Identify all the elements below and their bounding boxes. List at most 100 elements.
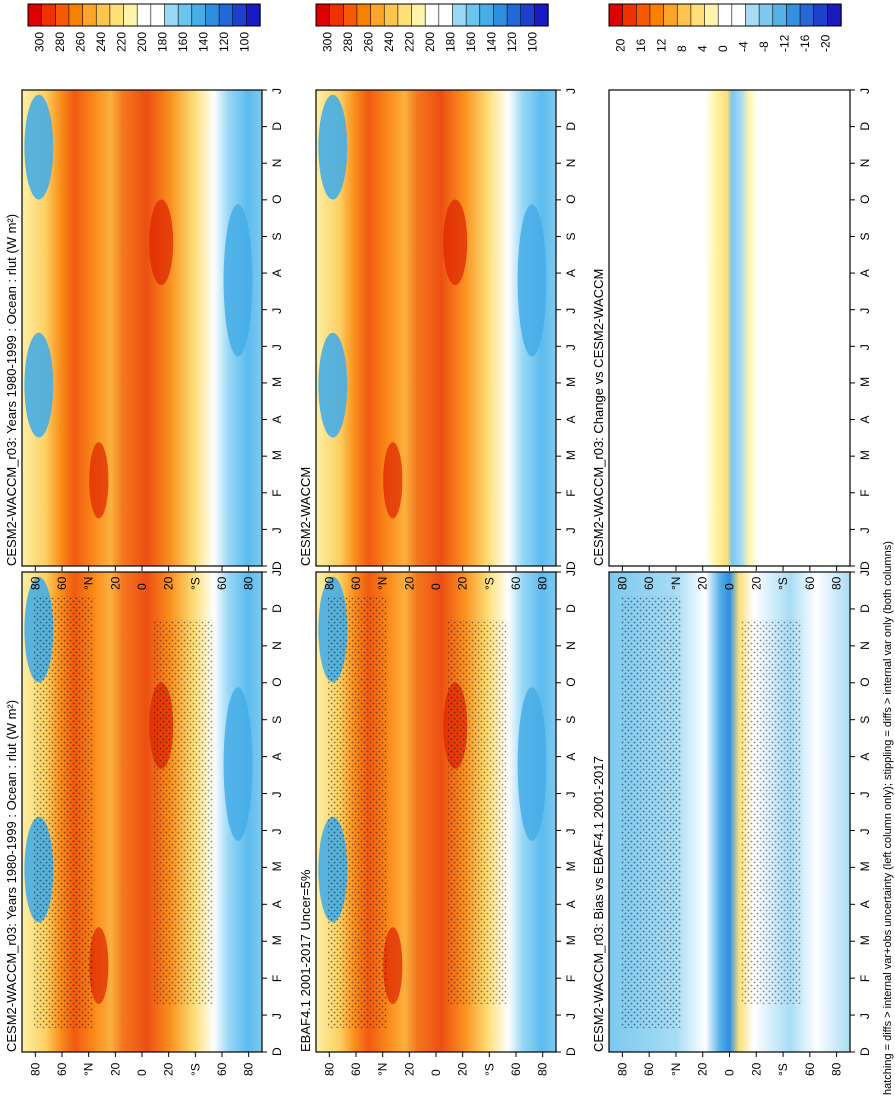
colorbar-tick-label: 200 — [423, 32, 437, 52]
colorbar-swatch — [534, 3, 549, 27]
month-tick-label: J — [564, 828, 578, 834]
month-tick-label: F — [564, 975, 578, 982]
lat-tick-label: 80 — [615, 1062, 629, 1076]
lat-tick-label: 60 — [55, 576, 69, 590]
lat-tick-label: 80 — [615, 576, 629, 590]
lat-tick-label: °N — [669, 577, 683, 590]
month-tick-label: J — [858, 570, 872, 576]
colorbar-tick-label: 240 — [94, 32, 108, 52]
lat-tick-label: 80 — [830, 576, 844, 590]
month-tick-label: D — [564, 561, 578, 570]
colorbar-swatch — [663, 3, 678, 27]
month-tick-label: F — [858, 975, 872, 982]
month-tick-label: M — [858, 450, 872, 460]
colorbar-tick-label: 300 — [33, 32, 47, 52]
month-tick-label: J — [270, 344, 284, 350]
month-tick-label: J — [564, 308, 578, 314]
month-tick-label: J — [564, 1013, 578, 1019]
month-tick-label: A — [858, 269, 872, 277]
month-tick-label: S — [564, 716, 578, 724]
colorbar-tick-label: 280 — [341, 32, 355, 52]
lat-tick-label: °N — [669, 1063, 683, 1076]
colorbar-frame — [315, 3, 549, 27]
month-tick-label: O — [564, 677, 578, 686]
month-tick-label: D — [858, 1047, 872, 1056]
panel-left-3: 201612840-4-8-12-16-20DJFMAMJJASONDJ8060… — [591, 485, 872, 1076]
heatmap-field — [315, 89, 557, 567]
lat-tick-label: °N — [82, 577, 96, 590]
panel-title: CESM2-WACCM_r03: Years 1980-1999 : Ocean… — [4, 214, 19, 566]
colorbar-tick-label: 0 — [716, 45, 730, 52]
lat-tick-label: 20 — [108, 1062, 122, 1076]
colorbar-swatch — [731, 3, 747, 27]
month-tick-label: J — [858, 1013, 872, 1019]
lat-tick-label: °S — [776, 1063, 790, 1076]
month-tick-label: N — [858, 641, 872, 650]
month-tick-label: M — [270, 450, 284, 460]
month-tick-label: A — [270, 900, 284, 908]
colorbar-swatch — [424, 3, 440, 27]
month-tick-label: O — [564, 195, 578, 204]
lat-tick-label: °N — [376, 577, 390, 590]
month-tick-label: N — [564, 641, 578, 650]
lat-tick-label: °N — [376, 1063, 390, 1076]
month-tick-label: O — [858, 677, 872, 686]
colorbar-tick-label: 8 — [675, 45, 689, 52]
month-tick-label: M — [564, 377, 578, 387]
colorbar-tick-label: 280 — [53, 32, 67, 52]
lat-tick-label: 0 — [723, 1069, 737, 1076]
colorbar-swatch — [493, 3, 508, 27]
heatmap-field — [608, 89, 851, 567]
lat-tick-label: 60 — [642, 576, 656, 590]
lat-tick-label: 60 — [803, 1062, 817, 1076]
month-tick-label: M — [564, 450, 578, 460]
month-tick-label: J — [564, 792, 578, 798]
contour-blob — [223, 687, 253, 841]
colorbar-swatch — [745, 3, 760, 27]
colorbar-swatch — [27, 3, 43, 27]
lat-tick-label: 60 — [509, 1062, 523, 1076]
colorbar-tick-label: 16 — [634, 38, 648, 52]
colorbar-tick-label: 100 — [237, 32, 251, 52]
lat-tick-label: 20 — [456, 576, 470, 590]
month-tick-label: S — [858, 716, 872, 724]
panel-title: EBAF4.1 2001-2017 Uncer=5% — [298, 869, 313, 1052]
stipple-region — [621, 596, 682, 1028]
lat-tick-label: 80 — [322, 1062, 336, 1076]
colorbar-swatch — [465, 3, 481, 27]
colorbar-tick-label: 180 — [155, 32, 169, 52]
lat-tick-label: 60 — [349, 576, 363, 590]
heatmap-field — [21, 571, 263, 1053]
colorbar-swatch — [649, 3, 665, 27]
month-tick-label: F — [270, 975, 284, 982]
colorbar-tick-label: -8 — [757, 41, 771, 52]
lat-tick-label: 20 — [696, 576, 710, 590]
month-tick-label: F — [270, 489, 284, 496]
contour-blob — [24, 332, 54, 438]
colorbar-tick-label: 200 — [135, 32, 149, 52]
heatmap-field — [21, 89, 263, 567]
colorbar-swatch — [690, 3, 706, 27]
month-tick-label: F — [564, 489, 578, 496]
colorbar-swatch — [799, 3, 815, 27]
month-tick-label: A — [564, 900, 578, 908]
colorbar-swatch — [622, 3, 637, 27]
colorbar-swatch — [205, 3, 220, 27]
colorbar-swatch — [82, 3, 97, 27]
month-tick-label: S — [564, 232, 578, 240]
panel-right-1: 300 280 260 240 220 200 180 160 140 120 100DJFMAMJ… — [4, 3, 284, 590]
month-tick-label: A — [270, 269, 284, 277]
colorbar-swatch — [813, 3, 829, 27]
month-tick-label: J — [270, 1013, 284, 1019]
lat-tick-label: °S — [188, 577, 202, 590]
month-tick-label: A — [270, 416, 284, 424]
lat-tick-label: 80 — [242, 1062, 256, 1076]
stipple-region — [328, 596, 388, 1028]
month-tick-label: M — [564, 935, 578, 945]
heatmap-fill — [316, 90, 556, 566]
lat-tick-label: 80 — [322, 576, 336, 590]
month-tick-label: A — [564, 416, 578, 424]
